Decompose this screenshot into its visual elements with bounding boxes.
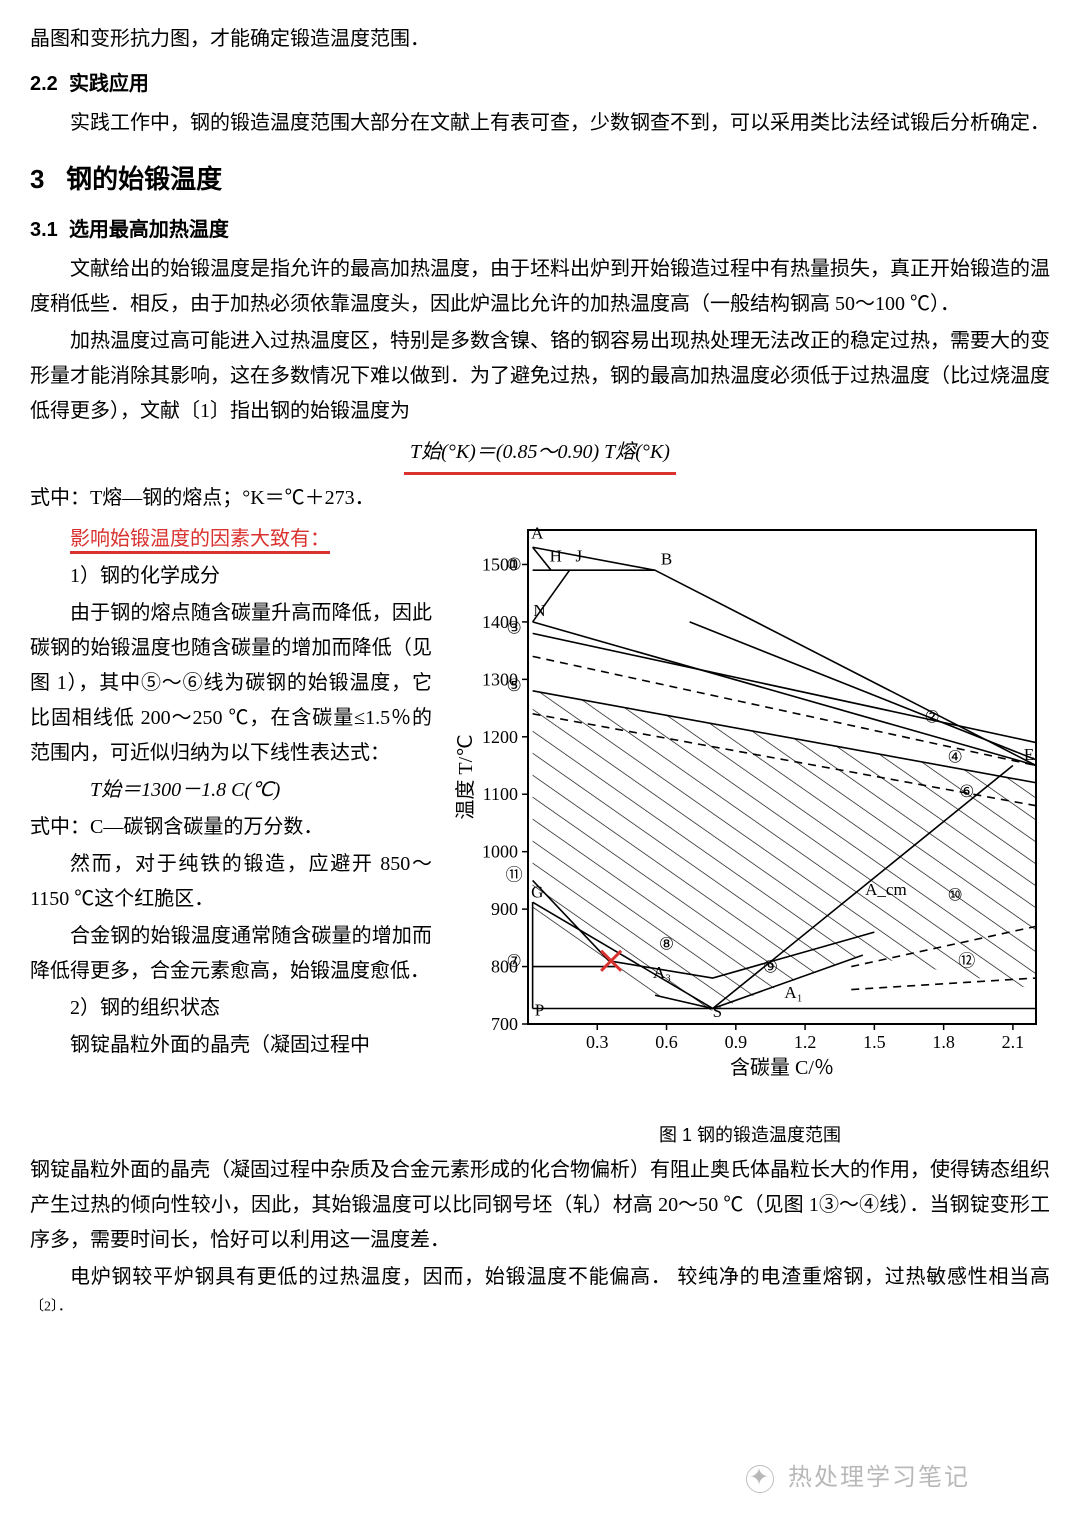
svg-text:900: 900 xyxy=(491,899,518,919)
svg-text:S: S xyxy=(713,1002,722,1021)
svg-text:N: N xyxy=(533,601,545,620)
svg-text:1100: 1100 xyxy=(483,784,518,804)
svg-text:700: 700 xyxy=(491,1014,518,1034)
svg-text:②: ② xyxy=(924,707,939,726)
sec-3-1-p2: 加热温度过高可能进入过热温度区，特别是多数含镍、铬的钢容易出现热处理无法改正的稳… xyxy=(30,324,1050,429)
svg-text:①: ① xyxy=(507,555,522,574)
f1-p1: 由于钢的熔点随含碳量升高而降低，因此碳钢的始锻温度也随含碳量的增加而降低（见图 … xyxy=(30,596,432,771)
wechat-icon: ✦ xyxy=(746,1465,774,1493)
svg-text:⑥: ⑥ xyxy=(959,782,974,801)
sec-3-num: 3 xyxy=(30,164,44,194)
sec-3-title: 3 钢的始锻温度 xyxy=(30,157,1050,203)
svg-text:⑩: ⑩ xyxy=(948,885,963,904)
f1-p3: 然而，对于纯铁的锻造，应避开 850～1150 ℃这个红脆区． xyxy=(30,847,432,917)
svg-text:B: B xyxy=(661,549,672,568)
tail-line: 晶图和变形抗力图，才能确定锻造温度范围． xyxy=(30,22,1050,57)
svg-text:⑦: ⑦ xyxy=(507,951,522,970)
eq-note: 式中：T熔—钢的熔点；°K＝℃＋273． xyxy=(30,481,1050,516)
sec-3-1-name: 选用最高加热温度 xyxy=(69,219,229,241)
svg-text:1.2: 1.2 xyxy=(794,1032,817,1052)
svg-text:A₁: A₁ xyxy=(784,983,802,1002)
svg-text:P: P xyxy=(535,1000,544,1019)
left-column: 影响始锻温度的因素大致有： 1）钢的化学成分 由于钢的熔点随含碳量升高而降低，因… xyxy=(30,520,432,1065)
sec-2-2-name: 实践应用 xyxy=(69,73,149,95)
sec-3-1-p1: 文献给出的始锻温度是指允许的最高加热温度，由于坯料出炉到开始锻造过程中有热量损失… xyxy=(30,252,1050,322)
formula-1-text: T始(°K)＝(0.85～0.90) T熔(°K) xyxy=(404,435,676,475)
svg-text:1.8: 1.8 xyxy=(932,1032,955,1052)
svg-text:A_cm: A_cm xyxy=(865,879,907,898)
svg-text:2.1: 2.1 xyxy=(1002,1032,1025,1052)
f2-p2b: 较纯净的电渣重熔钢，过热敏感性相当高 xyxy=(677,1266,1050,1288)
sec-3-name: 钢的始锻温度 xyxy=(66,164,222,194)
svg-text:G: G xyxy=(531,882,543,901)
f2-p1: 钢锭晶粒外面的晶壳（凝固过程中杂质及合金元素形成的化合物偏析）有阻止奥氏体晶粒长… xyxy=(30,1153,1050,1258)
watermark: ✦ 热处理学习笔记 xyxy=(746,1457,970,1499)
f2-p0: 钢锭晶粒外面的晶壳（凝固过程中 xyxy=(30,1028,432,1063)
svg-text:1.5: 1.5 xyxy=(863,1032,886,1052)
f1-p2: 式中：C—碳钢含碳量的万分数． xyxy=(30,810,432,845)
svg-text:A₃: A₃ xyxy=(653,963,671,982)
svg-text:0.9: 0.9 xyxy=(725,1032,748,1052)
svg-text:④: ④ xyxy=(948,747,963,766)
svg-text:温度 T/℃: 温度 T/℃ xyxy=(454,734,477,819)
svg-text:③: ③ xyxy=(507,618,522,637)
svg-text:H: H xyxy=(550,546,562,565)
sec-2-2-p1: 实践工作中，钢的锻造温度范围大部分在文献上有表可查，少数钢查不到，可以采用类比法… xyxy=(30,106,1050,141)
figure-1: 7008009001000110012001300140015000.30.60… xyxy=(450,520,1050,1152)
svg-text:0.6: 0.6 xyxy=(655,1032,678,1052)
watermark-text: 热处理学习笔记 xyxy=(788,1465,970,1491)
svg-text:J: J xyxy=(575,546,582,565)
svg-text:⑪: ⑪ xyxy=(506,865,523,884)
svg-text:⑫: ⑫ xyxy=(958,951,975,970)
figure-1-svg: 7008009001000110012001300140015000.30.60… xyxy=(450,520,1050,1080)
f2-p2: 电炉钢较平炉钢具有更低的过热温度，因而，始锻温度不能偏高． 较纯净的电渣重熔钢，… xyxy=(30,1260,1050,1330)
figure-1-caption: 图 1 钢的锻造温度范围 xyxy=(450,1120,1050,1152)
f1-p4: 合金钢的始锻温度通常随含碳量的增加而降低得更多，合金元素愈高，始锻温度愈低． xyxy=(30,919,432,989)
sec-2-2-title: 2.2 实践应用 xyxy=(30,67,1050,102)
svg-text:⑨: ⑨ xyxy=(763,957,778,976)
svg-text:1200: 1200 xyxy=(482,726,518,746)
f2-title: 2）钢的组织状态 xyxy=(30,991,432,1026)
f2-p2a: 电炉钢较平炉钢具有更低的过热温度，因而，始锻温度不能偏高． xyxy=(70,1266,672,1288)
f1-eq: T始＝1300－1.8 C(℃) xyxy=(30,773,432,808)
formula-1: T始(°K)＝(0.85～0.90) T熔(°K) xyxy=(30,435,1050,475)
svg-text:E: E xyxy=(1024,744,1034,763)
factors-intro-text: 影响始锻温度的因素大致有： xyxy=(70,528,330,554)
svg-text:0.3: 0.3 xyxy=(586,1032,609,1052)
factors-intro: 影响始锻温度的因素大致有： xyxy=(30,522,432,557)
sec-2-2-num: 2.2 xyxy=(30,73,58,95)
sec-3-1-title: 3.1 选用最高加热温度 xyxy=(30,213,1050,248)
f2-ref: 〔2〕． xyxy=(30,1299,72,1314)
svg-text:1000: 1000 xyxy=(482,841,518,861)
f1-title: 1）钢的化学成分 xyxy=(30,559,432,594)
svg-text:含碳量 C/％: 含碳量 C/％ xyxy=(730,1056,834,1079)
svg-text:⑧: ⑧ xyxy=(659,934,674,953)
svg-text:A: A xyxy=(531,523,544,542)
sec-3-1-num: 3.1 xyxy=(30,219,58,241)
svg-text:⑤: ⑤ xyxy=(507,675,522,694)
